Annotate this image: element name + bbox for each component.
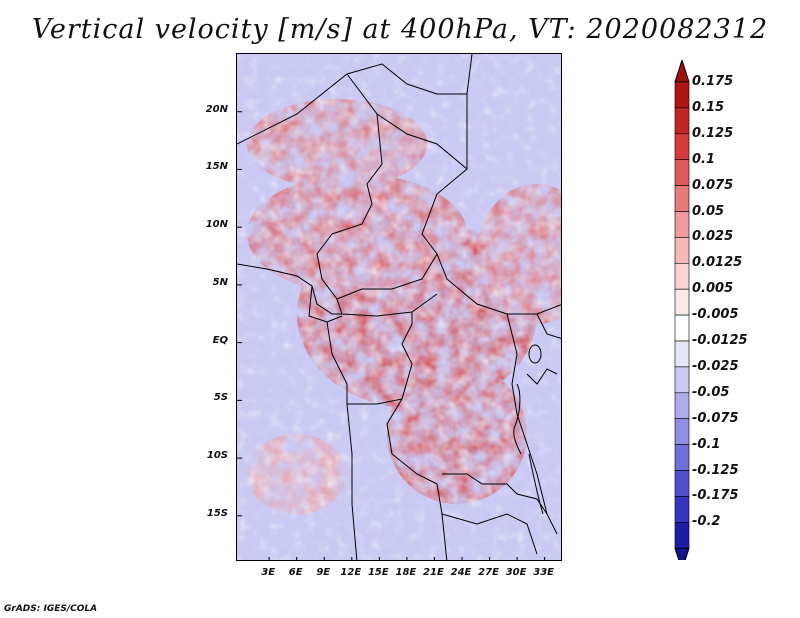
colorbar-level-label: -0.1	[692, 436, 721, 452]
colorbar-level-label: 0.025	[692, 229, 734, 245]
country-borders	[237, 54, 561, 560]
colorbar-level-label: 0.05	[692, 203, 725, 219]
y-tick-label: 15N	[205, 161, 228, 173]
colorbar-level-label: -0.175	[692, 488, 739, 504]
colorbar-swatch	[674, 107, 690, 135]
colorbar-swatch	[674, 133, 690, 161]
colorbar-swatch	[674, 185, 690, 212]
y-tick-label: 20N	[205, 103, 228, 115]
colorbar-swatch	[674, 470, 690, 497]
colorbar-max-arrow	[674, 60, 690, 83]
axis-tick-marks	[237, 111, 546, 560]
map-plot-area	[236, 53, 562, 561]
x-tick-label: 12E	[340, 567, 362, 578]
x-tick-label: 21E	[423, 567, 444, 578]
colorbar-swatch	[674, 237, 690, 264]
colorbar-level-label: 0.0125	[692, 255, 743, 271]
colorbar-swatch	[674, 496, 690, 523]
colorbar-level-label: -0.125	[692, 462, 739, 478]
colorbar-level-label: -0.075	[692, 410, 739, 426]
footer-credit: GrADS: IGES/COLA	[4, 604, 98, 614]
x-tick-label: 27E	[478, 567, 499, 578]
chart-title: Vertical velocity [m/s] at 400hPa, VT: 2…	[31, 14, 769, 45]
colorbar-swatch	[674, 521, 690, 549]
colorbar-level-label: 0.125	[692, 125, 734, 141]
colorbar	[674, 60, 690, 560]
x-tick-label: 30E	[505, 567, 527, 578]
colorbar-swatch	[674, 159, 690, 186]
white-patches	[237, 54, 561, 560]
colorbar-level-label: 0.005	[692, 281, 734, 297]
colorbar-level-label: 0.15	[692, 99, 725, 115]
colorbar-level-label: -0.025	[692, 358, 739, 374]
colorbar-swatch	[674, 263, 690, 290]
x-tick-label: 18E	[395, 567, 417, 578]
colorbar-swatch	[674, 211, 690, 238]
colorbar-swatch	[674, 314, 690, 342]
y-tick-label: 10N	[205, 219, 228, 231]
colorbar-level-label: -0.005	[692, 307, 739, 323]
x-tick-label: 24E	[450, 567, 472, 578]
x-tick-label: 6E	[288, 567, 303, 578]
y-tick-label: 10S	[206, 450, 228, 462]
y-tick-label: 5S	[213, 392, 228, 404]
colorbar-swatch	[674, 418, 690, 445]
colorbar-swatch	[674, 366, 690, 394]
colorbar-level-label: 0.075	[692, 177, 734, 193]
lakes	[513, 344, 544, 515]
colorbar-swatch	[674, 288, 690, 316]
colorbar-swatch	[674, 444, 690, 471]
colorbar-level-label: 0.175	[692, 74, 734, 89]
y-tick-label: 5N	[212, 276, 228, 288]
x-tick-label: 9E	[316, 567, 331, 578]
colorbar-swatch	[674, 81, 690, 109]
x-tick-label: 33E	[533, 567, 554, 578]
colorbar-level-label: 0.1	[692, 151, 716, 167]
y-tick-label: EQ	[212, 334, 228, 346]
colorbar-level-label: -0.05	[692, 384, 730, 400]
velocity-field-map	[237, 54, 561, 560]
colorbar-swatch	[674, 392, 690, 419]
colorbar-level-label: -0.0125	[692, 333, 748, 348]
colorbar-swatch	[674, 340, 690, 368]
x-tick-label: 15E	[367, 567, 389, 578]
colorbar-level-label: -0.2	[692, 514, 721, 530]
x-tick-label: 3E	[261, 567, 276, 578]
colorbar-min-arrow	[674, 547, 690, 560]
y-tick-label: 15S	[206, 507, 228, 519]
